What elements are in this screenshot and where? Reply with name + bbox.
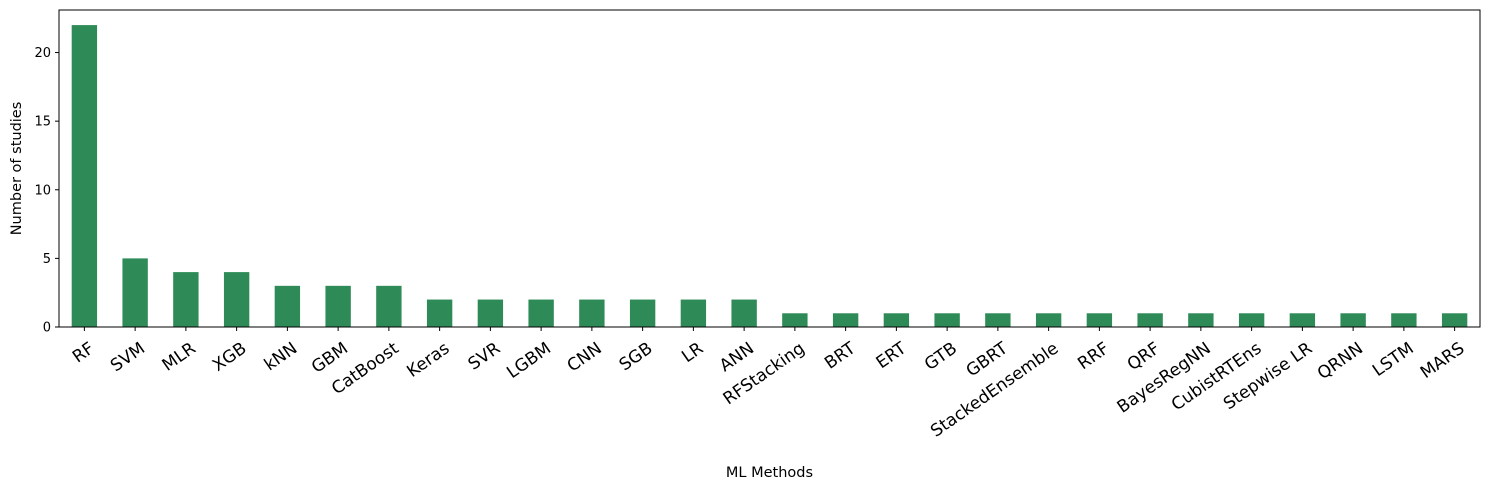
x-tick-label: MLR bbox=[159, 338, 200, 375]
bar-mars bbox=[1441, 313, 1468, 327]
bar-gbrt bbox=[985, 313, 1011, 327]
bar-knn bbox=[274, 285, 301, 327]
bar-svm bbox=[122, 258, 148, 327]
x-tick-label: SVM bbox=[107, 339, 149, 377]
bar-qrnn bbox=[1340, 313, 1366, 327]
x-tick-label: BRT bbox=[821, 338, 860, 373]
plot-frame bbox=[58, 9, 1481, 328]
bar-rfstacking bbox=[782, 313, 808, 327]
y-tick-label: 0 bbox=[43, 321, 51, 336]
x-tick-label: SVR bbox=[465, 338, 505, 374]
bar-sgb bbox=[629, 299, 656, 327]
x-axis-label: ML Methods bbox=[726, 465, 813, 481]
x-tick-label: CNN bbox=[564, 339, 606, 377]
x-tick-label: LR bbox=[678, 338, 707, 367]
x-tick-label: LSTM bbox=[1369, 339, 1418, 381]
bar-stackedensemble bbox=[1035, 313, 1062, 327]
y-axis-ticks: 0 5 10 15 20 bbox=[34, 46, 59, 336]
bar-gbm bbox=[325, 285, 351, 327]
bar-bayesregnn bbox=[1188, 313, 1214, 327]
y-tick-label: 20 bbox=[34, 46, 51, 61]
bar-gtb bbox=[934, 313, 960, 327]
y-tick-label: 15 bbox=[34, 115, 51, 130]
x-tick-label: RF bbox=[69, 339, 98, 368]
bar-mlr bbox=[173, 272, 199, 327]
bar-lr bbox=[680, 299, 707, 327]
x-tick-label: LGBM bbox=[503, 339, 555, 383]
bar-ert bbox=[883, 313, 910, 327]
x-tick-label: ERT bbox=[873, 338, 911, 373]
bar-svr bbox=[477, 299, 504, 327]
x-tick-label: Keras bbox=[403, 338, 453, 381]
bar-brt bbox=[832, 313, 859, 327]
bar-qrf bbox=[1137, 313, 1163, 327]
x-tick-label: QRNN bbox=[1314, 339, 1367, 384]
bar-ann bbox=[731, 299, 757, 327]
bar-rrf bbox=[1086, 313, 1113, 327]
bar-stepwise-lr bbox=[1289, 313, 1316, 327]
y-tick-label: 10 bbox=[34, 183, 51, 198]
x-tick-label: GTB bbox=[921, 339, 961, 375]
bar-lgbm bbox=[528, 299, 554, 327]
x-tick-label: SGB bbox=[616, 339, 657, 376]
x-tick-label: kNN bbox=[261, 339, 301, 376]
bar-catboost bbox=[376, 285, 402, 327]
bar-keras bbox=[426, 299, 453, 327]
y-axis-label: Number of studies bbox=[9, 102, 25, 236]
bar-cnn bbox=[579, 299, 605, 327]
bar-rf bbox=[71, 25, 98, 327]
x-tick-label: XGB bbox=[209, 339, 250, 376]
x-tick-label: RRF bbox=[1074, 339, 1113, 375]
bar-cubistrtens bbox=[1238, 313, 1265, 327]
bars-group bbox=[71, 25, 1468, 327]
bar-xgb bbox=[223, 272, 250, 327]
x-tick-label: MARS bbox=[1417, 339, 1469, 383]
y-tick-label: 5 bbox=[43, 252, 51, 267]
bar-lstm bbox=[1391, 313, 1417, 327]
